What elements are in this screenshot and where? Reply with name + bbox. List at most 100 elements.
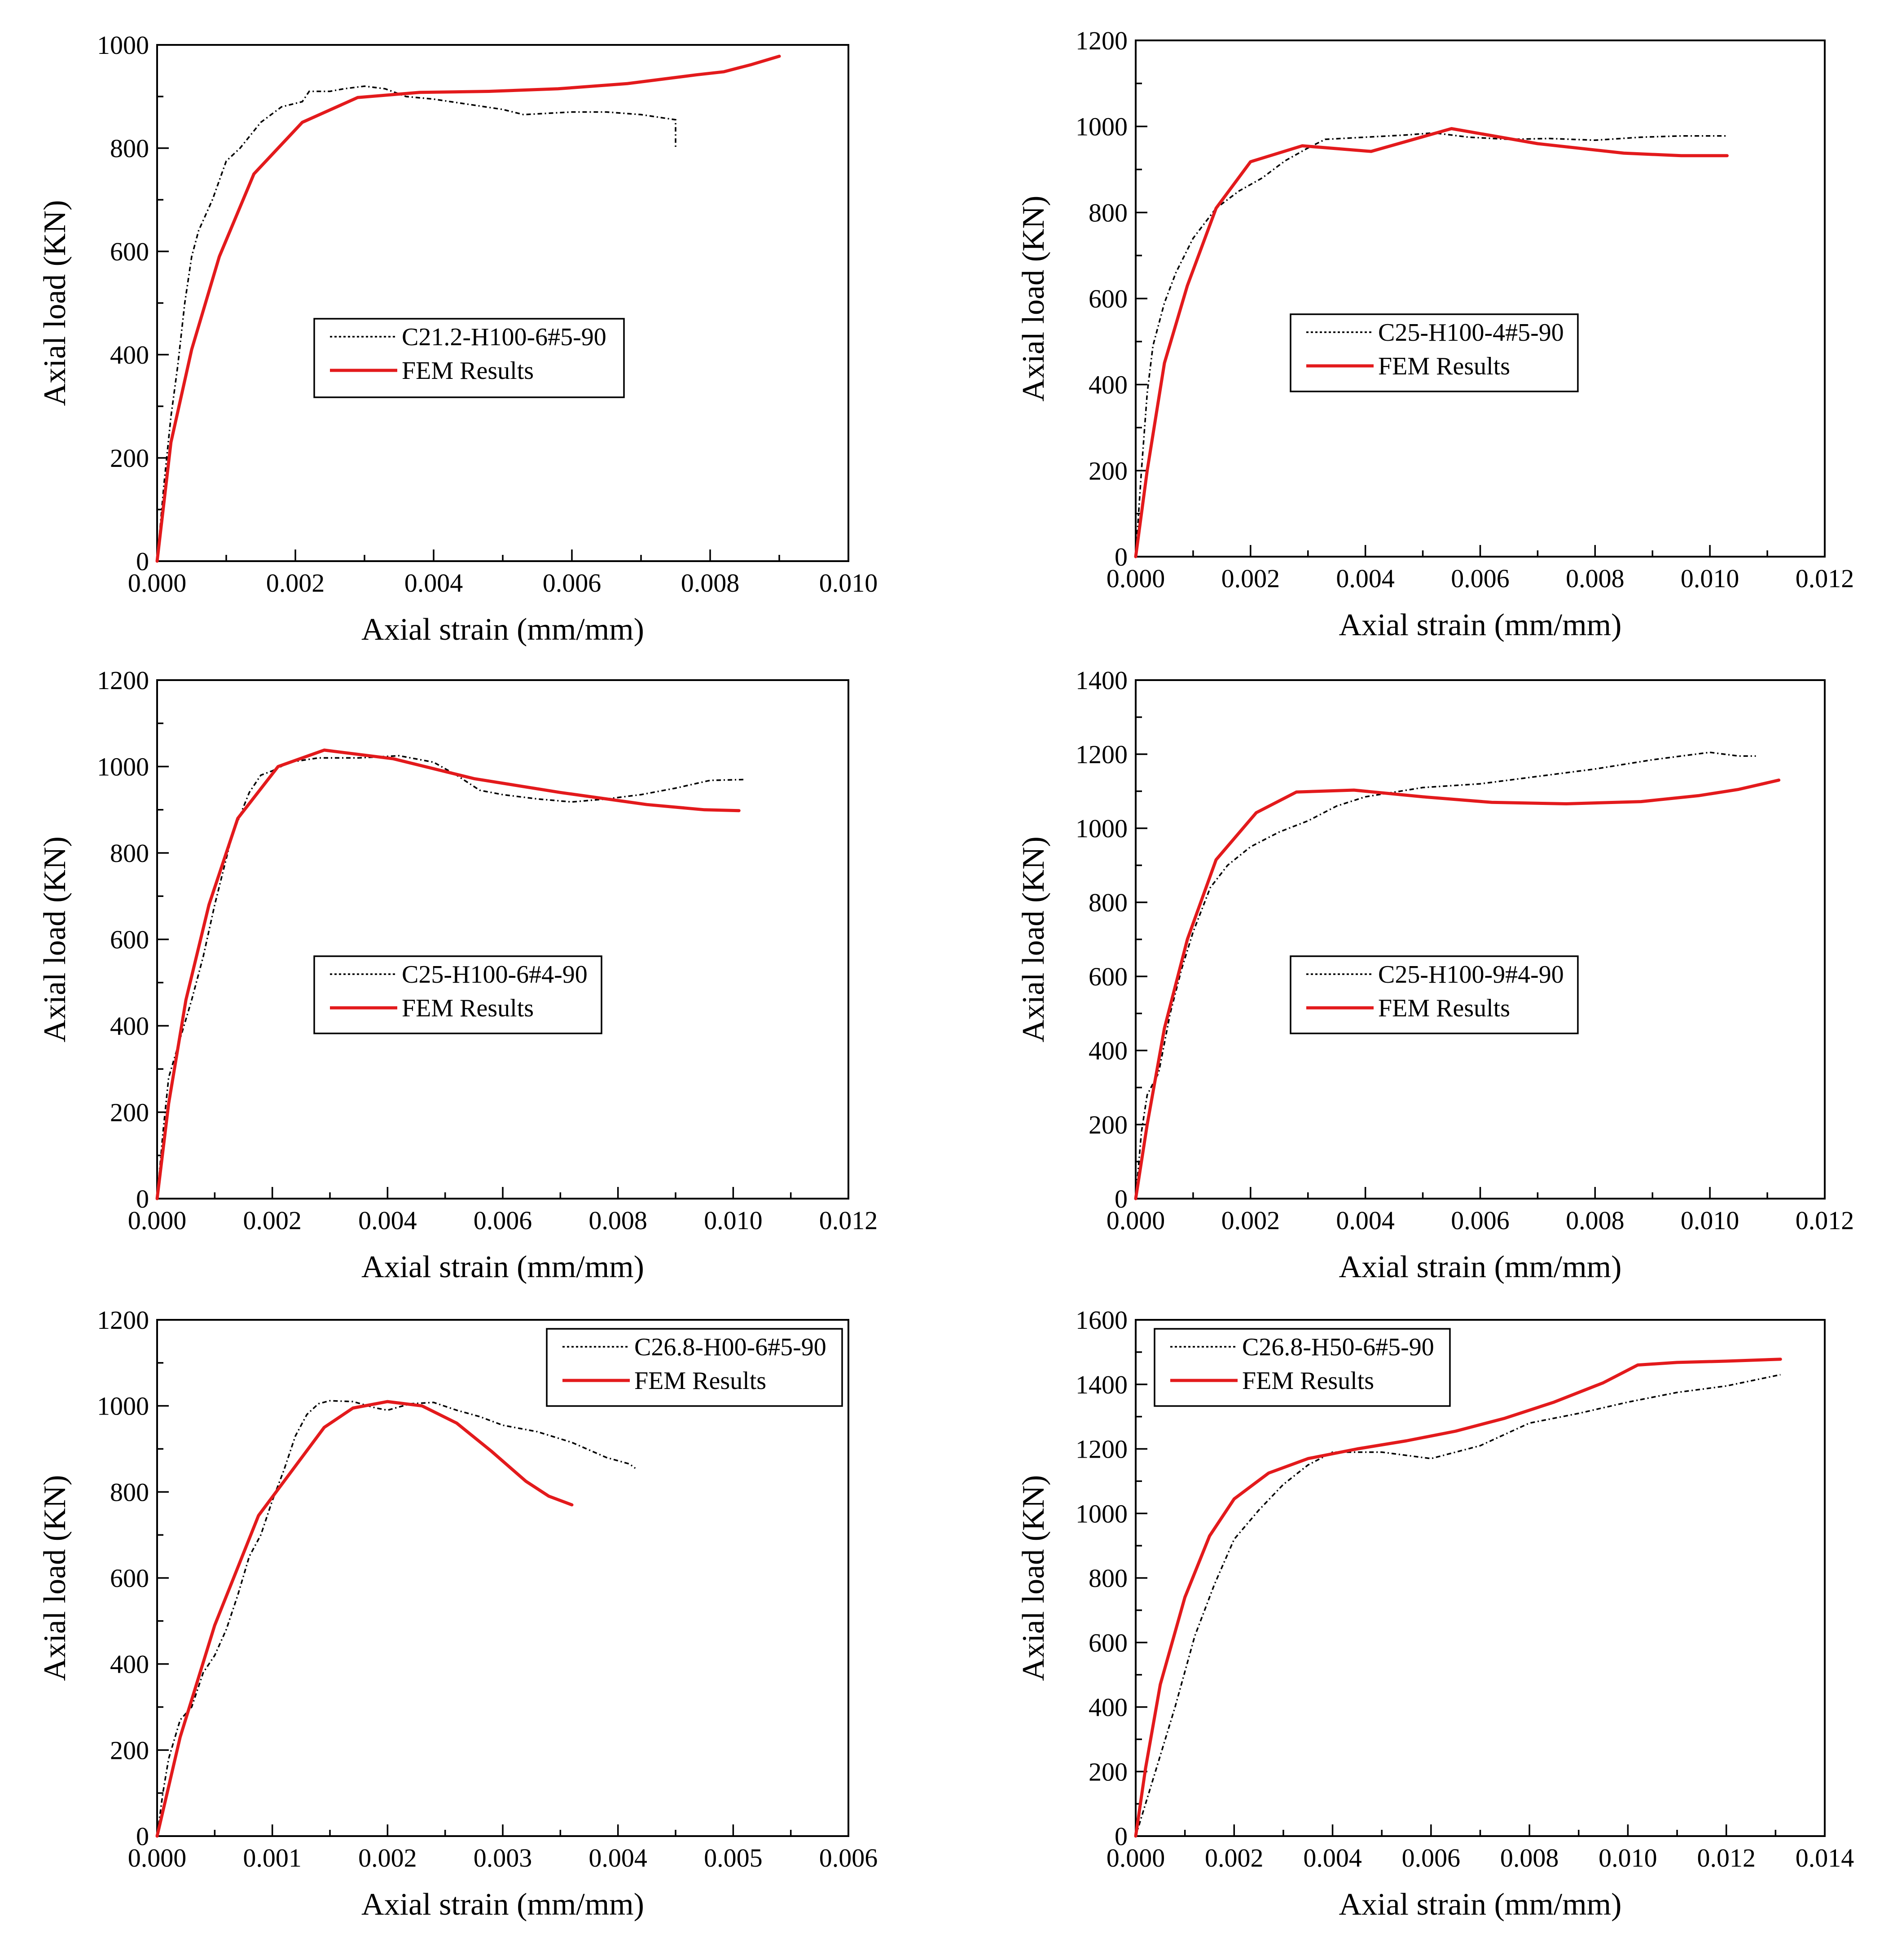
legend-experimental-label: C25-H100-4#5-90	[1378, 319, 1564, 347]
legend-box	[1290, 313, 1579, 392]
y-tick-label: 0	[1115, 542, 1128, 571]
y-axis-title: Axial load (KN)	[38, 200, 72, 406]
x-axis-title: Axial strain (mm/mm)	[1339, 608, 1622, 642]
y-tick-label: 0	[136, 1184, 149, 1213]
x-tick-label: 0.006	[543, 568, 602, 598]
x-tick-label: 0.000	[1107, 564, 1165, 593]
plot-frame	[156, 679, 849, 1200]
x-axis-title: Axial strain (mm/mm)	[361, 1250, 644, 1284]
x-tick-label: 0.000	[1107, 1206, 1165, 1235]
legend-experimental-label: C26.8-H50-6#5-90	[1242, 1333, 1434, 1361]
fem-results-series-line	[155, 1400, 574, 1838]
x-tick-label: 0.010	[1599, 1843, 1657, 1872]
legend-box	[1154, 1328, 1451, 1407]
x-tick-label: 0.010	[704, 1206, 763, 1235]
x-tick-label: 0.006	[1451, 1206, 1510, 1235]
y-tick-label: 1200	[1076, 740, 1128, 769]
y-tick-label: 600	[110, 925, 149, 954]
fem-results-series-line	[155, 748, 741, 1200]
y-tick-label: 200	[1089, 456, 1128, 485]
x-tick-label: 0.002	[1205, 1843, 1264, 1872]
x-tick-label: 0.006	[819, 1843, 878, 1872]
y-tick-label: 600	[110, 237, 149, 266]
legend-experimental-label: C21.2-H100-6#5-90	[402, 323, 606, 351]
x-tick-label: 0.004	[404, 568, 463, 598]
x-tick-label: 0.010	[1681, 1206, 1739, 1235]
y-tick-label: 600	[1089, 284, 1128, 313]
x-tick-label: 0.001	[243, 1843, 302, 1872]
x-tick-label: 0.004	[358, 1206, 417, 1235]
y-tick-label: 400	[1089, 1693, 1128, 1722]
x-tick-label: 0.002	[243, 1206, 302, 1235]
legend: C26.8-H50-6#5-90 FEM Results	[1154, 1328, 1451, 1407]
x-axis-title: Axial strain (mm/mm)	[1339, 1887, 1622, 1922]
x-tick-label: 0.000	[1107, 1843, 1165, 1872]
y-axis-title: Axial load (KN)	[38, 836, 72, 1042]
y-tick-label: 0	[136, 547, 149, 576]
y-tick-label: 1000	[1076, 112, 1128, 141]
y-tick-label: 600	[110, 1564, 149, 1593]
y-tick-label: 1200	[97, 1305, 149, 1335]
legend-fem-label: FEM Results	[1242, 1367, 1374, 1395]
y-axis-title: Axial load (KN)	[1016, 836, 1051, 1042]
x-tick-label: 0.000	[128, 568, 187, 598]
x-tick-label: 0.002	[1221, 564, 1280, 593]
y-tick-label: 400	[1089, 1036, 1128, 1065]
y-axis-title: Axial load (KN)	[38, 1475, 72, 1681]
experimental-series-line	[156, 85, 676, 562]
y-tick-label: 400	[110, 1011, 149, 1041]
x-tick-label: 0.004	[1336, 1206, 1395, 1235]
x-tick-label: 0.014	[1796, 1843, 1854, 1872]
x-tick-label: 0.010	[819, 568, 878, 598]
plot-frame	[1135, 679, 1826, 1200]
experimental-series-line	[1135, 751, 1756, 1199]
y-axis-title: Axial load (KN)	[1016, 196, 1051, 402]
legend-box	[313, 955, 602, 1034]
y-tick-label: 800	[110, 134, 149, 163]
x-tick-label: 0.003	[474, 1843, 532, 1872]
y-tick-label: 400	[1089, 370, 1128, 400]
y-tick-label: 1200	[97, 666, 149, 695]
fem-results-series-line	[1134, 778, 1781, 1200]
chart-panel-2: 0.000 0.002 0.004 0.006 0.008 0.010 0.012 0 200 4…	[1016, 26, 1854, 642]
legend-experimental-label: C26.8-H00-6#5-90	[634, 1333, 826, 1361]
x-axis-title: Axial strain (mm/mm)	[361, 612, 644, 647]
x-tick-label: 0.002	[1221, 1206, 1280, 1235]
y-tick-label: 600	[1089, 962, 1128, 991]
y-tick-label: 200	[1089, 1757, 1128, 1786]
y-tick-label: 1600	[1076, 1305, 1128, 1335]
chart-panel-6: 0.000 0.002 0.004 0.006 0.008 0.010 0.012 0.014…	[1016, 1305, 1854, 1922]
y-tick-label: 200	[110, 1098, 149, 1127]
x-tick-label: 0.002	[358, 1843, 417, 1872]
legend-fem-label: FEM Results	[634, 1367, 766, 1395]
y-tick-label: 1000	[1076, 1499, 1128, 1528]
y-tick-label: 1400	[1076, 1370, 1128, 1399]
y-tick-label: 400	[110, 1650, 149, 1679]
x-tick-label: 0.006	[474, 1206, 532, 1235]
x-tick-label: 0.008	[588, 1206, 647, 1235]
legend-box	[313, 318, 625, 398]
y-tick-label: 1400	[1076, 666, 1128, 695]
legend-box	[546, 1328, 843, 1407]
legend-fem-label: FEM Results	[402, 994, 534, 1022]
x-tick-label: 0.008	[1566, 564, 1625, 593]
x-tick-label: 0.004	[1303, 1843, 1362, 1872]
x-tick-label: 0.010	[1681, 564, 1739, 593]
legend: C25-H100-6#4-90 FEM Results	[313, 955, 602, 1034]
experimental-series-line	[1135, 1374, 1781, 1837]
x-tick-label: 0.008	[1500, 1843, 1559, 1872]
x-tick-label: 0.005	[704, 1843, 763, 1872]
legend-fem-label: FEM Results	[402, 357, 534, 385]
fem-results-series-line	[1134, 1358, 1782, 1838]
fem-results-series-line	[1134, 127, 1729, 558]
y-tick-label: 0	[1115, 1184, 1128, 1213]
y-tick-label: 1000	[97, 752, 149, 782]
legend-box	[1290, 955, 1579, 1034]
x-tick-label: 0.008	[1566, 1206, 1625, 1235]
x-tick-label: 0.004	[1336, 564, 1395, 593]
x-tick-label: 0.004	[588, 1843, 647, 1872]
experimental-series-line	[156, 1400, 636, 1837]
y-tick-label: 1200	[1076, 1435, 1128, 1464]
x-tick-label: 0.000	[128, 1206, 187, 1235]
